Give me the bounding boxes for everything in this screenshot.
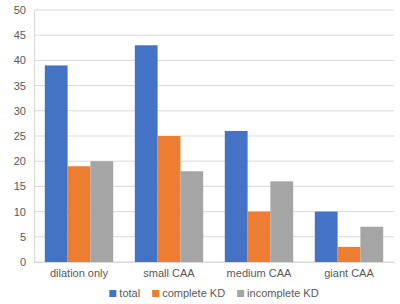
bar [135, 45, 158, 262]
y-tick-label: 15 [14, 180, 26, 192]
legend-item: complete KD [152, 287, 225, 299]
y-tick: 35 [14, 80, 34, 92]
grid-line [34, 85, 394, 86]
y-tick: 50 [14, 4, 34, 16]
y-tick-label: 50 [14, 4, 26, 16]
grid-line [34, 10, 394, 11]
x-axis-line [35, 262, 395, 263]
x-tick: small CAA [143, 262, 195, 279]
legend-label: total [119, 287, 140, 299]
bar [225, 131, 248, 262]
y-tick-label: 5 [20, 231, 26, 243]
legend-swatch [109, 290, 116, 297]
bar [90, 161, 113, 262]
bar [338, 247, 361, 262]
bar [158, 136, 181, 262]
bar-group [45, 65, 113, 262]
grid-line [34, 110, 394, 111]
chart: 0 5 10 15 20 25 30 35 40 45 50 dilation only small C… [0, 0, 400, 304]
legend-swatch [152, 290, 159, 297]
y-tick-label: 35 [14, 80, 26, 92]
x-tick: giant CAA [324, 262, 374, 279]
grid-line [34, 60, 394, 61]
grid-line [34, 35, 394, 36]
y-tick: 5 [20, 231, 34, 243]
y-tick-label: 10 [14, 206, 26, 218]
x-tick: medium CAA [227, 262, 292, 279]
bar [180, 171, 203, 262]
y-tick: 45 [14, 29, 34, 41]
y-tick-label: 45 [14, 29, 26, 41]
y-tick-label: 40 [14, 54, 26, 66]
bar [68, 166, 91, 262]
y-tick-label: 20 [14, 155, 26, 167]
legend-item: incomplete KD [237, 287, 319, 299]
y-tick: 0 [20, 256, 34, 268]
plot: 0 5 10 15 20 25 30 35 40 45 50 dilation only small C… [14, 4, 395, 279]
x-axis: dilation only small CAA medium CAA giant CA… [35, 262, 395, 279]
y-tick: 30 [14, 105, 34, 117]
bar [315, 212, 338, 262]
y-tick: 15 [14, 180, 34, 192]
bar [248, 212, 271, 262]
y-tick-label: 25 [14, 130, 26, 142]
bar [360, 227, 383, 262]
legend-label: complete KD [162, 287, 225, 299]
y-tick-label: 30 [14, 105, 26, 117]
y-axis-line [34, 11, 35, 263]
x-tick-label: dilation only [50, 267, 109, 279]
grid-line [34, 161, 394, 162]
y-tick: 25 [14, 130, 34, 142]
bar [270, 181, 293, 262]
legend-label: incomplete KD [247, 287, 319, 299]
bar-group [225, 131, 293, 262]
grid [34, 10, 394, 262]
bar-group [315, 212, 383, 262]
y-tick: 20 [14, 155, 34, 167]
legend-item: total [109, 287, 140, 299]
y-tick: 10 [14, 206, 34, 218]
y-tick-label: 0 [20, 256, 26, 268]
legend: total complete KD incomplete KD [109, 287, 318, 299]
y-axis: 0 5 10 15 20 25 30 35 40 45 50 [14, 4, 35, 268]
bar [45, 65, 68, 262]
bars [45, 45, 383, 262]
y-tick: 40 [14, 54, 34, 66]
bar-group [135, 45, 203, 262]
legend-swatch [237, 290, 244, 297]
x-tick-label: small CAA [143, 267, 195, 279]
grid-line [34, 136, 394, 137]
x-tick-label: giant CAA [324, 267, 374, 279]
x-tick-label: medium CAA [227, 267, 292, 279]
x-tick: dilation only [50, 262, 109, 279]
